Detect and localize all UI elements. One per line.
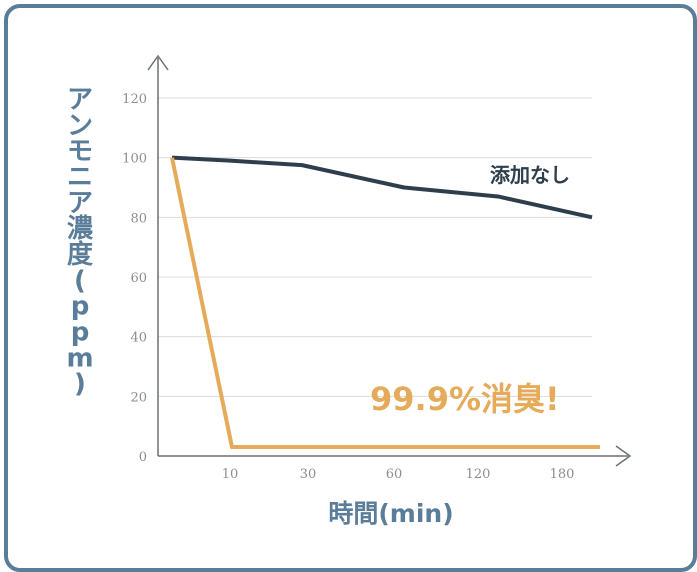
y-tick-label: 0 [139,450,147,465]
y-tick-label: 100 [122,152,147,167]
y-axis-label-char: p [71,318,90,348]
x-tick-label: 30 [300,467,317,482]
chart-frame [4,4,697,572]
y-axis-label-char: ア [67,85,93,115]
x-axis-label: 時間(min) [328,499,453,528]
x-tick-label: 120 [466,467,491,482]
y-tick-label: 120 [122,92,147,107]
x-tick-label: 180 [550,467,575,482]
y-axis-label-char: 度 [67,239,93,270]
y-axis-label-char: ) [74,369,86,399]
y-axis-label-char: ン [67,111,93,141]
series-label-no-additive: 添加なし [490,163,570,187]
y-tick-label: 60 [130,271,147,286]
grid-lines [158,97,592,397]
y-axis-arrow [147,54,169,71]
y-axis-label-char: ニ [67,163,93,193]
y-tick-label: 40 [130,331,147,346]
y-tick-labels: 0 20 40 60 80 100 120 [122,92,147,465]
series-line-no-additive [171,155,593,220]
series-line-additive [170,157,600,450]
y-axis-label-char: p [71,292,90,322]
y-axis-label-char: m [66,343,93,373]
series-lines [170,155,600,450]
y-axis-label: アンモニア濃度(p p m) [66,85,94,399]
y-axis-label-char: モ [67,137,93,167]
x-tick-label: 10 [222,467,239,482]
x-axis-arrow [615,445,632,467]
y-axis-label-char: ( [74,266,86,296]
x-tick-labels: 10 30 60 120 180 [222,467,575,482]
y-axis-label-char: ア [67,188,93,218]
y-tick-label: 20 [130,390,147,405]
reduction-annotation: 99.9%消臭! [370,380,560,418]
y-tick-label: 80 [130,211,147,226]
y-axis-label-char: 濃 [67,214,94,244]
x-tick-label: 60 [386,467,403,482]
